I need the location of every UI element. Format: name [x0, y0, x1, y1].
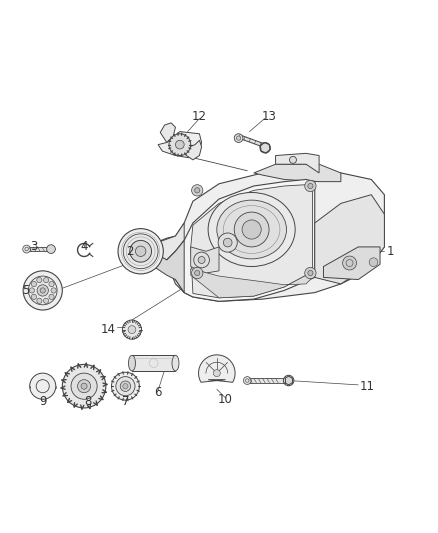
Circle shape [260, 142, 270, 153]
Circle shape [123, 384, 128, 389]
Circle shape [32, 294, 36, 300]
Text: 8: 8 [85, 395, 92, 408]
Circle shape [23, 245, 31, 253]
Polygon shape [315, 195, 385, 284]
Circle shape [191, 268, 203, 279]
Circle shape [112, 372, 139, 400]
Ellipse shape [172, 356, 179, 371]
Text: 12: 12 [192, 110, 207, 123]
Circle shape [191, 184, 203, 196]
Polygon shape [160, 123, 176, 142]
Text: 4: 4 [80, 240, 88, 253]
Text: 2: 2 [126, 245, 134, 258]
Circle shape [343, 256, 357, 270]
Ellipse shape [208, 192, 295, 266]
Polygon shape [191, 269, 313, 298]
Text: 5: 5 [21, 284, 29, 297]
Polygon shape [145, 171, 385, 301]
Circle shape [37, 278, 42, 282]
Ellipse shape [217, 200, 286, 259]
Text: 1: 1 [387, 245, 395, 258]
Circle shape [198, 256, 205, 263]
Circle shape [47, 245, 55, 254]
Circle shape [122, 320, 141, 339]
Circle shape [223, 238, 232, 247]
Circle shape [234, 134, 243, 142]
Polygon shape [145, 240, 184, 293]
Text: 14: 14 [100, 323, 116, 336]
Text: 9: 9 [39, 395, 46, 408]
Text: 6: 6 [154, 386, 162, 399]
Circle shape [37, 285, 48, 296]
Circle shape [40, 288, 46, 293]
Circle shape [29, 288, 35, 293]
Circle shape [116, 377, 135, 396]
Text: 3: 3 [30, 240, 38, 253]
Ellipse shape [128, 356, 135, 371]
Circle shape [118, 229, 163, 274]
Circle shape [194, 270, 200, 276]
Circle shape [120, 381, 131, 391]
Polygon shape [191, 247, 219, 273]
Circle shape [130, 240, 152, 262]
Polygon shape [323, 247, 380, 279]
Polygon shape [191, 184, 313, 298]
Text: 7: 7 [122, 395, 129, 408]
Circle shape [81, 383, 87, 389]
Polygon shape [167, 180, 315, 301]
Circle shape [71, 373, 97, 399]
Circle shape [234, 212, 269, 247]
Polygon shape [198, 355, 235, 382]
Circle shape [218, 233, 237, 252]
Circle shape [62, 365, 106, 408]
Polygon shape [145, 223, 184, 260]
Circle shape [369, 258, 378, 266]
Circle shape [128, 326, 136, 334]
Circle shape [213, 370, 220, 377]
Circle shape [308, 270, 313, 276]
Polygon shape [254, 164, 341, 182]
Circle shape [23, 271, 62, 310]
Circle shape [51, 288, 56, 293]
Circle shape [32, 281, 36, 287]
Circle shape [290, 156, 297, 163]
Polygon shape [247, 378, 284, 383]
Text: 10: 10 [218, 393, 233, 406]
Circle shape [37, 298, 42, 303]
Circle shape [194, 188, 200, 193]
Circle shape [194, 252, 209, 268]
Circle shape [123, 234, 158, 269]
Circle shape [135, 246, 146, 256]
Circle shape [237, 136, 241, 140]
Polygon shape [158, 132, 201, 158]
Circle shape [242, 220, 261, 239]
Text: 11: 11 [360, 379, 374, 393]
Circle shape [283, 375, 294, 386]
Polygon shape [239, 135, 266, 148]
Circle shape [49, 281, 54, 287]
Circle shape [308, 183, 313, 189]
Text: 13: 13 [261, 110, 276, 123]
Circle shape [305, 180, 316, 192]
Circle shape [30, 373, 56, 399]
Circle shape [43, 278, 49, 282]
Circle shape [305, 268, 316, 279]
Circle shape [78, 379, 91, 393]
Polygon shape [184, 140, 201, 160]
Polygon shape [132, 356, 176, 371]
Polygon shape [27, 247, 47, 251]
Circle shape [28, 276, 57, 305]
Circle shape [176, 140, 184, 149]
Circle shape [244, 377, 251, 384]
Polygon shape [276, 154, 319, 173]
Circle shape [169, 134, 191, 156]
Circle shape [49, 294, 54, 300]
Circle shape [43, 298, 49, 303]
